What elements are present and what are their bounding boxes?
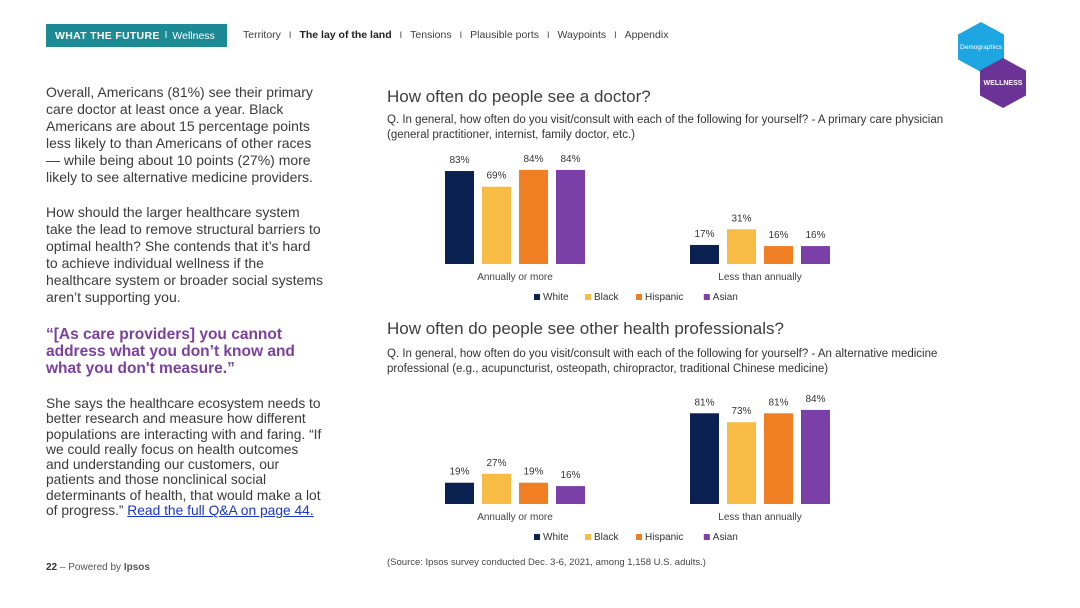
chart-data-label: 16% [805, 230, 825, 241]
chart-data-label: 17% [694, 229, 714, 240]
brand-badge[interactable]: WHAT THE FUTURE I Wellness [46, 24, 227, 47]
nav-separator: I [459, 30, 463, 40]
nav-separator: I [546, 30, 550, 40]
chart-category-label: Less than annually [718, 512, 801, 523]
professionals-section-title: How often do people see other health pro… [387, 319, 784, 338]
chart-category-label: Annually or more [477, 272, 553, 283]
chart-data-label: 16% [768, 230, 788, 241]
legend-swatch [703, 534, 710, 540]
chart-bar [801, 409, 830, 504]
chart-data-label: 84% [523, 154, 543, 165]
chart-data-label: 19% [449, 467, 469, 478]
left-text-column: Overall, Americans (81%) see their prima… [46, 84, 324, 518]
chart-bar [445, 171, 474, 264]
research-paragraph: She says the healthcare ecosystem needs … [46, 396, 324, 518]
research-text: She says the healthcare ecosystem needs … [46, 396, 322, 519]
chart-bar [519, 169, 548, 264]
doctor-chart: 83% 69% 84% 84% Annually or more 17% 31% 16% 16%… [387, 148, 987, 306]
wellness-label: WELLNESS [983, 79, 1023, 87]
ipsos-brand: Ipsos [123, 562, 150, 573]
nav-item-territory[interactable]: Territory [243, 29, 281, 41]
legend-swatch [703, 294, 710, 300]
chart-bar [727, 229, 756, 264]
chart-data-label: 81% [768, 397, 788, 408]
chart-bar [519, 482, 548, 504]
doctor-chart-svg: 83% 69% 84% 84% Annually or more 17% 31% 16% 16%… [445, 154, 830, 303]
nav-item-plausible-ports[interactable]: Plausible ports [470, 29, 539, 41]
chart-bar [445, 482, 474, 504]
chart-bar [690, 413, 719, 504]
professionals-chart: 19% 27% 19% 16% Annually or more 81% 73% 81% 84%… [387, 388, 987, 546]
intro-paragraph: Overall, Americans (81%) see their prima… [46, 84, 313, 185]
chart-data-label: 69% [486, 171, 506, 182]
nav-item-appendix[interactable]: Appendix [624, 29, 669, 41]
chart-category-label: Less than annually [718, 272, 801, 283]
chart-data-label: 84% [805, 394, 825, 405]
chart-data-label: 19% [523, 467, 543, 478]
full-qa-link[interactable]: Read the full Q&A on page 44. [127, 503, 314, 519]
nav-item-waypoints[interactable]: Waypoints [557, 29, 607, 41]
legend-swatch [585, 534, 591, 540]
chart-bar [764, 413, 793, 504]
chart-data-label: 84% [560, 154, 580, 165]
healthcare-paragraph: How should the larger healthcare system … [46, 204, 323, 305]
chart-data-label: 83% [449, 155, 469, 166]
page-number: 22 [46, 562, 58, 573]
chart-data-label: 81% [694, 397, 714, 408]
chart-bar [727, 422, 756, 504]
footer: 22 – Powered by Ipsos [46, 562, 150, 573]
professionals-chart-svg: 19% 27% 19% 16% Annually or more 81% 73% 81% 84%… [445, 394, 830, 543]
chart-bar [764, 246, 793, 264]
nav-separator: I [614, 30, 617, 40]
legend-label: Black [594, 292, 619, 303]
top-navigation: Territory I The lay of the land I Tensions I P… [243, 29, 668, 41]
legend-swatch [534, 294, 540, 300]
chart-bar [690, 244, 719, 264]
legend-label: Asian [713, 292, 738, 303]
chart-bar [556, 169, 585, 264]
legend-swatch [636, 534, 642, 540]
legend-swatch [636, 294, 642, 300]
demographics-label: Demographics [960, 43, 1002, 51]
brand-subtitle: Wellness [172, 29, 215, 42]
legend-label: Asian [713, 532, 738, 543]
brand-title: WHAT THE FUTURE [55, 29, 160, 42]
legend-swatch [534, 534, 540, 540]
legend-label: White [543, 292, 569, 303]
footer-dash: – [59, 562, 66, 573]
demographics-badge[interactable]: Demographics [958, 22, 1004, 72]
chart-category-label: Annually or more [477, 512, 553, 523]
chart-data-label: 27% [486, 458, 506, 469]
powered-by: Powered by [68, 562, 122, 573]
wellness-badge[interactable]: WELLNESS [980, 58, 1026, 108]
chart-bar [482, 186, 511, 264]
chart-data-label: 16% [560, 470, 580, 481]
nav-item-tensions[interactable]: Tensions [410, 29, 452, 41]
legend-label: Hispanic [645, 292, 683, 303]
doctor-question: Q. In general, how often do you visit/co… [387, 114, 944, 141]
nav-item-the-lay-of-the-land[interactable]: The lay of the land [299, 29, 392, 41]
brand-separator: I [164, 30, 168, 41]
chart-bar [801, 246, 830, 264]
professionals-question: Q. In general, how often do you visit/co… [387, 348, 938, 375]
pull-quote: “[As care providers] you cannot address … [46, 326, 295, 377]
source-note: (Source: Ipsos survey conducted Dec. 3-6… [387, 557, 706, 568]
nav-separator: I [399, 30, 403, 40]
legend-label: Black [594, 532, 619, 543]
doctor-section-title: How often do people see a doctor? [387, 87, 651, 106]
chart-data-label: 73% [731, 406, 751, 417]
chart-bar [556, 486, 585, 504]
nav-separator: I [288, 30, 292, 40]
legend-swatch [585, 294, 591, 300]
chart-data-label: 31% [731, 213, 751, 224]
legend-label: White [543, 532, 569, 543]
legend-label: Hispanic [645, 532, 683, 543]
chart-bar [482, 473, 511, 504]
